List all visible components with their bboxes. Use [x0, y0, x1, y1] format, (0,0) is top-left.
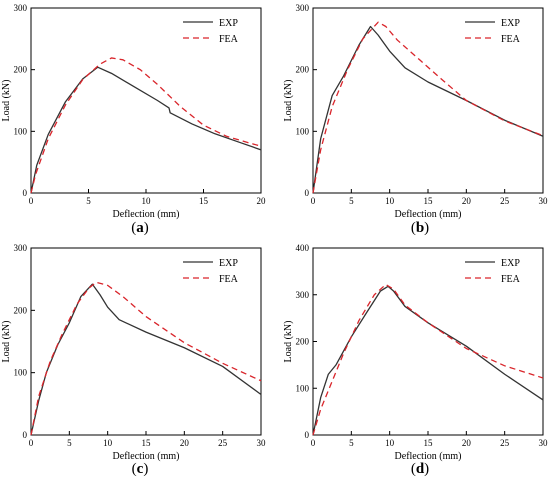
x-tick-label: 10 [142, 196, 152, 206]
x-tick-label: 30 [257, 438, 267, 448]
series-line-fea [312, 21, 544, 194]
y-axis-label: Load (kN) [1, 321, 12, 363]
x-tick-label: 25 [218, 438, 228, 448]
x-tick-label: 10 [103, 438, 113, 448]
panel-label: (a) [131, 220, 149, 236]
x-axis-label: Deflection (mm) [395, 451, 462, 462]
series-line-exp [30, 66, 262, 194]
panel-label: (d) [411, 461, 429, 477]
x-axis-label: Deflection (mm) [113, 209, 180, 220]
legend-label-fea: FEA [219, 274, 239, 285]
x-axis-label: Deflection (mm) [395, 209, 462, 220]
x-tick-label: 0 [311, 196, 316, 206]
y-tick-label: 200 [296, 65, 310, 75]
series-line-fea [312, 283, 544, 436]
x-tick-label: 0 [29, 438, 34, 448]
legend-label-exp: EXP [501, 18, 520, 29]
legend-label-exp: EXP [219, 18, 238, 29]
x-tick-label: 0 [29, 196, 34, 206]
x-tick-label: 0 [311, 438, 316, 448]
x-tick-label: 15 [424, 438, 434, 448]
y-tick-label: 100 [14, 368, 28, 378]
x-tick-label: 25 [500, 438, 510, 448]
y-tick-label: 0 [23, 188, 28, 198]
legend-label-exp: EXP [501, 258, 520, 269]
series-line-exp [30, 283, 262, 436]
y-axis-label: Load (kN) [1, 80, 12, 122]
y-tick-label: 200 [296, 337, 310, 347]
x-tick-label: 20 [462, 196, 472, 206]
y-axis-label: Load (kN) [283, 321, 294, 363]
x-tick-label: 5 [86, 196, 91, 206]
series-line-fea [30, 281, 262, 436]
x-axis-label: Deflection (mm) [113, 451, 180, 462]
legend-label-fea: FEA [501, 34, 521, 45]
x-tick-label: 15 [199, 196, 209, 206]
y-tick-label: 200 [14, 305, 28, 315]
y-tick-label: 100 [296, 126, 310, 136]
y-tick-label: 300 [296, 290, 310, 300]
panel-label: (c) [132, 461, 149, 477]
x-tick-label: 30 [539, 438, 549, 448]
x-tick-label: 5 [349, 196, 354, 206]
x-tick-label: 10 [385, 196, 395, 206]
y-tick-label: 0 [305, 430, 310, 440]
x-tick-label: 30 [539, 196, 549, 206]
x-tick-label: 5 [67, 438, 72, 448]
y-tick-label: 0 [23, 430, 28, 440]
legend-label-fea: FEA [501, 274, 521, 285]
series-line-exp [312, 285, 544, 436]
series-line-fea [30, 57, 262, 194]
y-tick-label: 300 [14, 243, 28, 253]
legend-label-fea: FEA [219, 34, 239, 45]
x-tick-label: 5 [349, 438, 354, 448]
x-tick-label: 10 [385, 438, 395, 448]
y-tick-label: 400 [296, 243, 310, 253]
x-tick-label: 20 [180, 438, 190, 448]
panel-label: (b) [411, 220, 429, 236]
x-tick-label: 25 [500, 196, 510, 206]
legend-label-exp: EXP [219, 258, 238, 269]
y-tick-label: 0 [305, 188, 310, 198]
y-tick-label: 300 [296, 3, 310, 13]
y-axis-label: Load (kN) [283, 80, 294, 122]
y-tick-label: 100 [14, 126, 28, 136]
x-tick-label: 15 [142, 438, 152, 448]
x-tick-label: 20 [462, 438, 472, 448]
y-tick-label: 100 [296, 383, 310, 393]
x-tick-label: 20 [257, 196, 267, 206]
series-line-exp [312, 25, 544, 194]
y-tick-label: 200 [14, 65, 28, 75]
x-tick-label: 15 [424, 196, 434, 206]
y-tick-label: 300 [14, 3, 28, 13]
